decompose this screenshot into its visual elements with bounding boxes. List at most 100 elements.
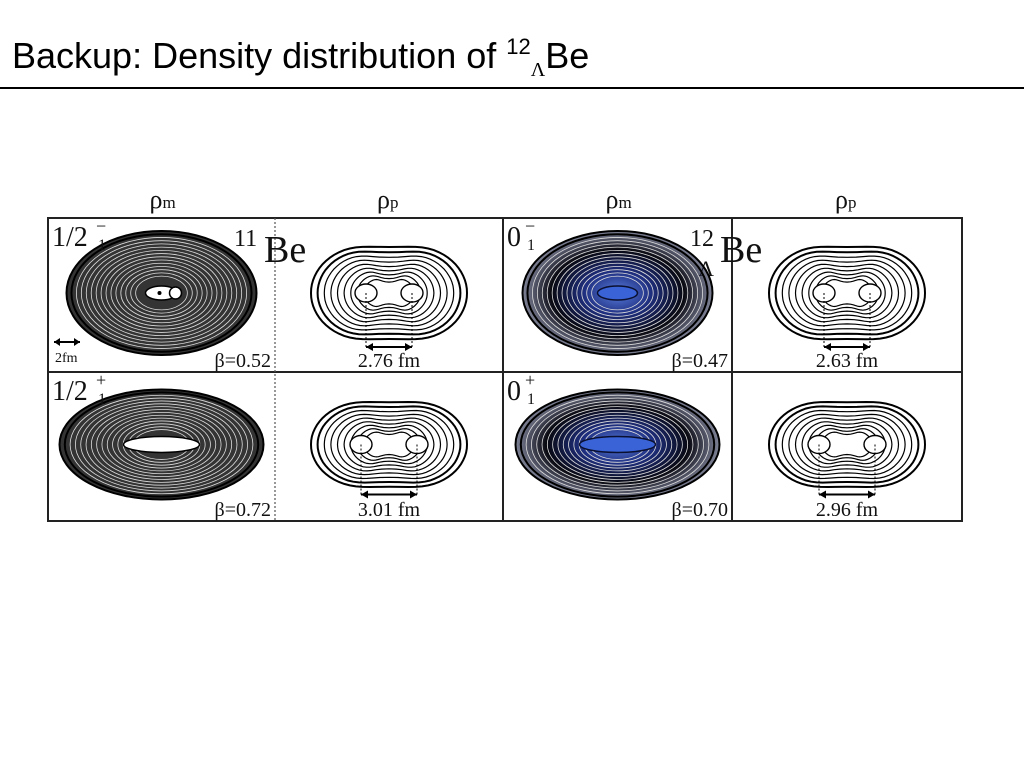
contour <box>576 266 659 320</box>
arrow-head <box>54 338 80 346</box>
contour <box>562 414 673 475</box>
spin: 1/2 <box>52 376 88 407</box>
column-header: ρp <box>377 185 398 214</box>
contour <box>591 275 644 311</box>
contour <box>801 267 893 319</box>
spin: 1/2 <box>52 222 88 253</box>
contour <box>774 250 920 336</box>
contour <box>350 271 428 315</box>
state-label: 0 <box>507 222 521 253</box>
proton-density-contours <box>767 400 927 499</box>
contour <box>65 230 258 356</box>
contour <box>536 400 699 489</box>
slide-title: Backup: Density distribution of 12ΛBe <box>12 34 589 82</box>
contour <box>573 420 662 469</box>
contour <box>541 403 694 486</box>
contour <box>309 400 469 489</box>
contour-core <box>122 435 201 454</box>
title-rule <box>0 87 1024 89</box>
rho-sub: m <box>162 193 175 212</box>
contour <box>110 259 213 327</box>
title-mass: 12 <box>506 34 531 59</box>
state-sub: 1 <box>98 391 106 408</box>
nucleus-mass: 12 <box>690 226 714 252</box>
contour <box>69 394 254 495</box>
contour <box>566 259 669 327</box>
contour <box>781 255 913 331</box>
nucleus-element: Be <box>264 229 306 271</box>
contour <box>526 233 709 353</box>
state-sup: + <box>96 370 106 390</box>
contour <box>316 250 462 336</box>
contour <box>100 253 223 333</box>
contour <box>330 259 448 327</box>
contour <box>525 394 710 495</box>
contour <box>106 414 217 475</box>
contour <box>125 269 198 317</box>
contour <box>781 409 913 480</box>
contour <box>546 246 689 340</box>
spin: 0 <box>507 222 521 253</box>
contour <box>90 406 233 483</box>
contour <box>808 271 886 315</box>
rho: ρ <box>377 185 390 214</box>
contour <box>561 256 674 330</box>
column-header: ρm <box>606 185 632 214</box>
contour <box>801 421 893 468</box>
contour <box>309 245 469 341</box>
scale-label: 2fm <box>55 351 78 366</box>
rho-sub: m <box>618 193 631 212</box>
contour <box>767 400 927 489</box>
title-lambda: Λ <box>530 59 546 81</box>
contour <box>794 417 900 472</box>
contour <box>135 275 188 311</box>
contour <box>80 240 243 346</box>
contour <box>105 256 218 330</box>
rho: ρ <box>150 185 163 214</box>
nucleus-mass: 11 <box>234 226 257 252</box>
contour <box>556 253 679 333</box>
figure-frame <box>47 217 963 522</box>
contour <box>323 255 455 331</box>
proton-density-contours <box>767 245 927 351</box>
title-element: Be <box>545 35 590 76</box>
contour <box>330 413 448 476</box>
contour <box>541 243 694 343</box>
contour <box>788 259 906 327</box>
contour <box>521 230 714 356</box>
contour <box>85 403 238 486</box>
deformation: β=0.70 <box>672 499 728 521</box>
contour <box>336 417 442 472</box>
state-label: 1/2 <box>52 222 88 253</box>
contour <box>323 409 455 480</box>
contour <box>546 406 689 483</box>
state-sup: − <box>96 216 106 236</box>
deformation: β=0.72 <box>215 499 271 521</box>
contour <box>557 411 678 478</box>
state-label: 0 <box>507 376 521 407</box>
contour <box>63 391 260 498</box>
state-label: 1/2 <box>52 376 88 407</box>
contour <box>95 249 228 337</box>
contour <box>536 240 699 346</box>
rho-sub: p <box>390 193 399 212</box>
contour <box>343 421 435 468</box>
proton-density-contours <box>309 245 469 351</box>
contour <box>531 397 704 492</box>
pp-distance: 2.96 fm <box>816 499 879 521</box>
contour <box>85 243 238 343</box>
deformation: β=0.47 <box>672 350 728 372</box>
contour-core <box>168 286 183 300</box>
rho-sub: p <box>848 193 857 212</box>
pp-distance: 2.76 fm <box>358 350 421 372</box>
contour <box>75 237 248 349</box>
contour <box>586 272 649 314</box>
deformation: β=0.52 <box>215 350 271 372</box>
contour <box>115 262 208 324</box>
state-sup: − <box>525 216 535 236</box>
contour-core <box>578 435 657 454</box>
contour <box>75 397 248 492</box>
state-sub: 1 <box>527 237 535 254</box>
pp-distance: 2.63 fm <box>816 350 879 372</box>
